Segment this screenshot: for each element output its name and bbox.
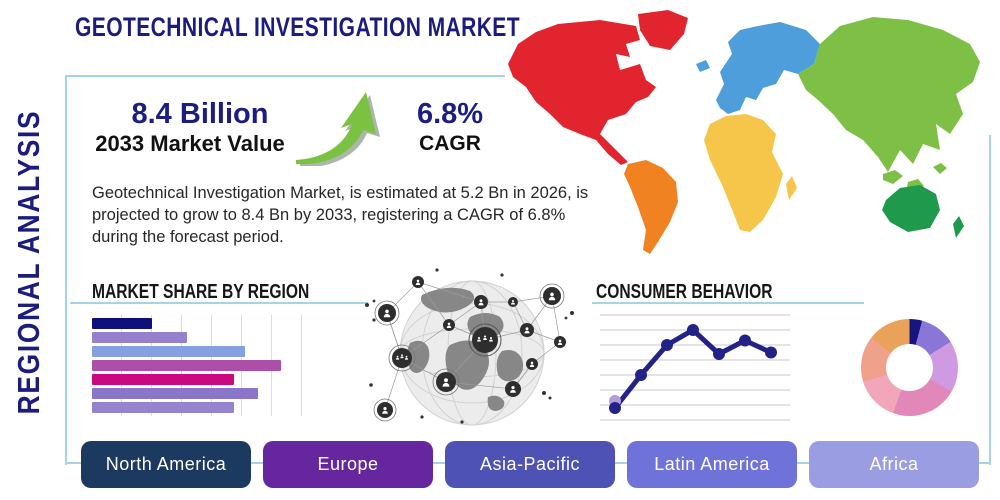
globe-network-illustration xyxy=(365,268,574,426)
line-chart-point-2 xyxy=(635,369,647,381)
map-africa xyxy=(704,114,783,232)
map-north-america xyxy=(508,20,656,165)
map-australia xyxy=(882,185,940,232)
map-madagascar xyxy=(786,176,797,200)
market-share-bar-5 xyxy=(92,374,234,385)
line-chart-point-3 xyxy=(661,339,673,351)
market-share-bar-4 xyxy=(92,360,281,371)
frame-border-top xyxy=(65,75,505,77)
region-button-latin-america[interactable]: Latin America xyxy=(627,441,797,488)
line-chart-point-7 xyxy=(765,346,777,359)
market-description: Geotechnical Investigation Market, is es… xyxy=(92,184,589,246)
frame-border-right xyxy=(989,135,991,465)
region-button-africa[interactable]: Africa xyxy=(809,441,979,488)
consumer-behavior-underline xyxy=(592,302,864,304)
growth-arrow-icon xyxy=(296,92,380,166)
market-share-bar-2 xyxy=(92,332,187,343)
regional-donut-chart xyxy=(861,319,958,416)
market-share-bar-1 xyxy=(92,318,153,329)
sidebar-vertical-label: REGIONAL ANALYSIS xyxy=(11,109,55,415)
market-share-underline xyxy=(70,302,368,304)
world-map xyxy=(508,10,980,254)
line-chart-point-6 xyxy=(739,334,751,347)
cagr-label: CAGR xyxy=(419,132,481,155)
market-share-bar-6 xyxy=(92,388,259,399)
line-chart-point-1 xyxy=(609,402,621,414)
map-iceland xyxy=(696,60,710,72)
region-button-europe[interactable]: Europe xyxy=(263,441,433,488)
region-button-north-america[interactable]: North America xyxy=(81,441,251,488)
cagr-stat: 6.8% xyxy=(416,98,484,130)
market-share-header: MARKET SHARE BY REGION xyxy=(92,281,310,303)
network-dots xyxy=(365,268,574,424)
market-share-bar-7 xyxy=(92,402,234,413)
line-chart-point-4 xyxy=(687,324,699,336)
consumer-behavior-line-chart xyxy=(600,314,790,421)
map-asia xyxy=(798,17,980,172)
sidebar-label-text: REGIONAL ANALYSIS xyxy=(11,109,46,415)
frame-border-left xyxy=(65,75,67,465)
consumer-behavior-header: CONSUMER BEHAVIOR xyxy=(596,281,773,303)
line-chart-point-5 xyxy=(713,348,725,360)
map-new-zealand xyxy=(953,216,964,238)
page-title: GEOTECHNICAL INVESTIGATION MARKET xyxy=(75,12,521,42)
market-value-stat: 8.4 Billion xyxy=(131,98,269,130)
map-europe xyxy=(716,22,820,114)
region-buttons-row: North America Europe Asia-Pacific Latin Ame… xyxy=(81,441,981,488)
network-person-nodes xyxy=(373,276,566,422)
region-button-asia-pacific[interactable]: Asia-Pacific xyxy=(445,441,615,488)
map-greenland xyxy=(638,10,688,50)
market-value-label: 2033 Market Value xyxy=(95,131,285,156)
market-share-bar-3 xyxy=(92,346,246,357)
market-share-bar-chart xyxy=(92,315,304,416)
map-south-america xyxy=(624,160,678,254)
